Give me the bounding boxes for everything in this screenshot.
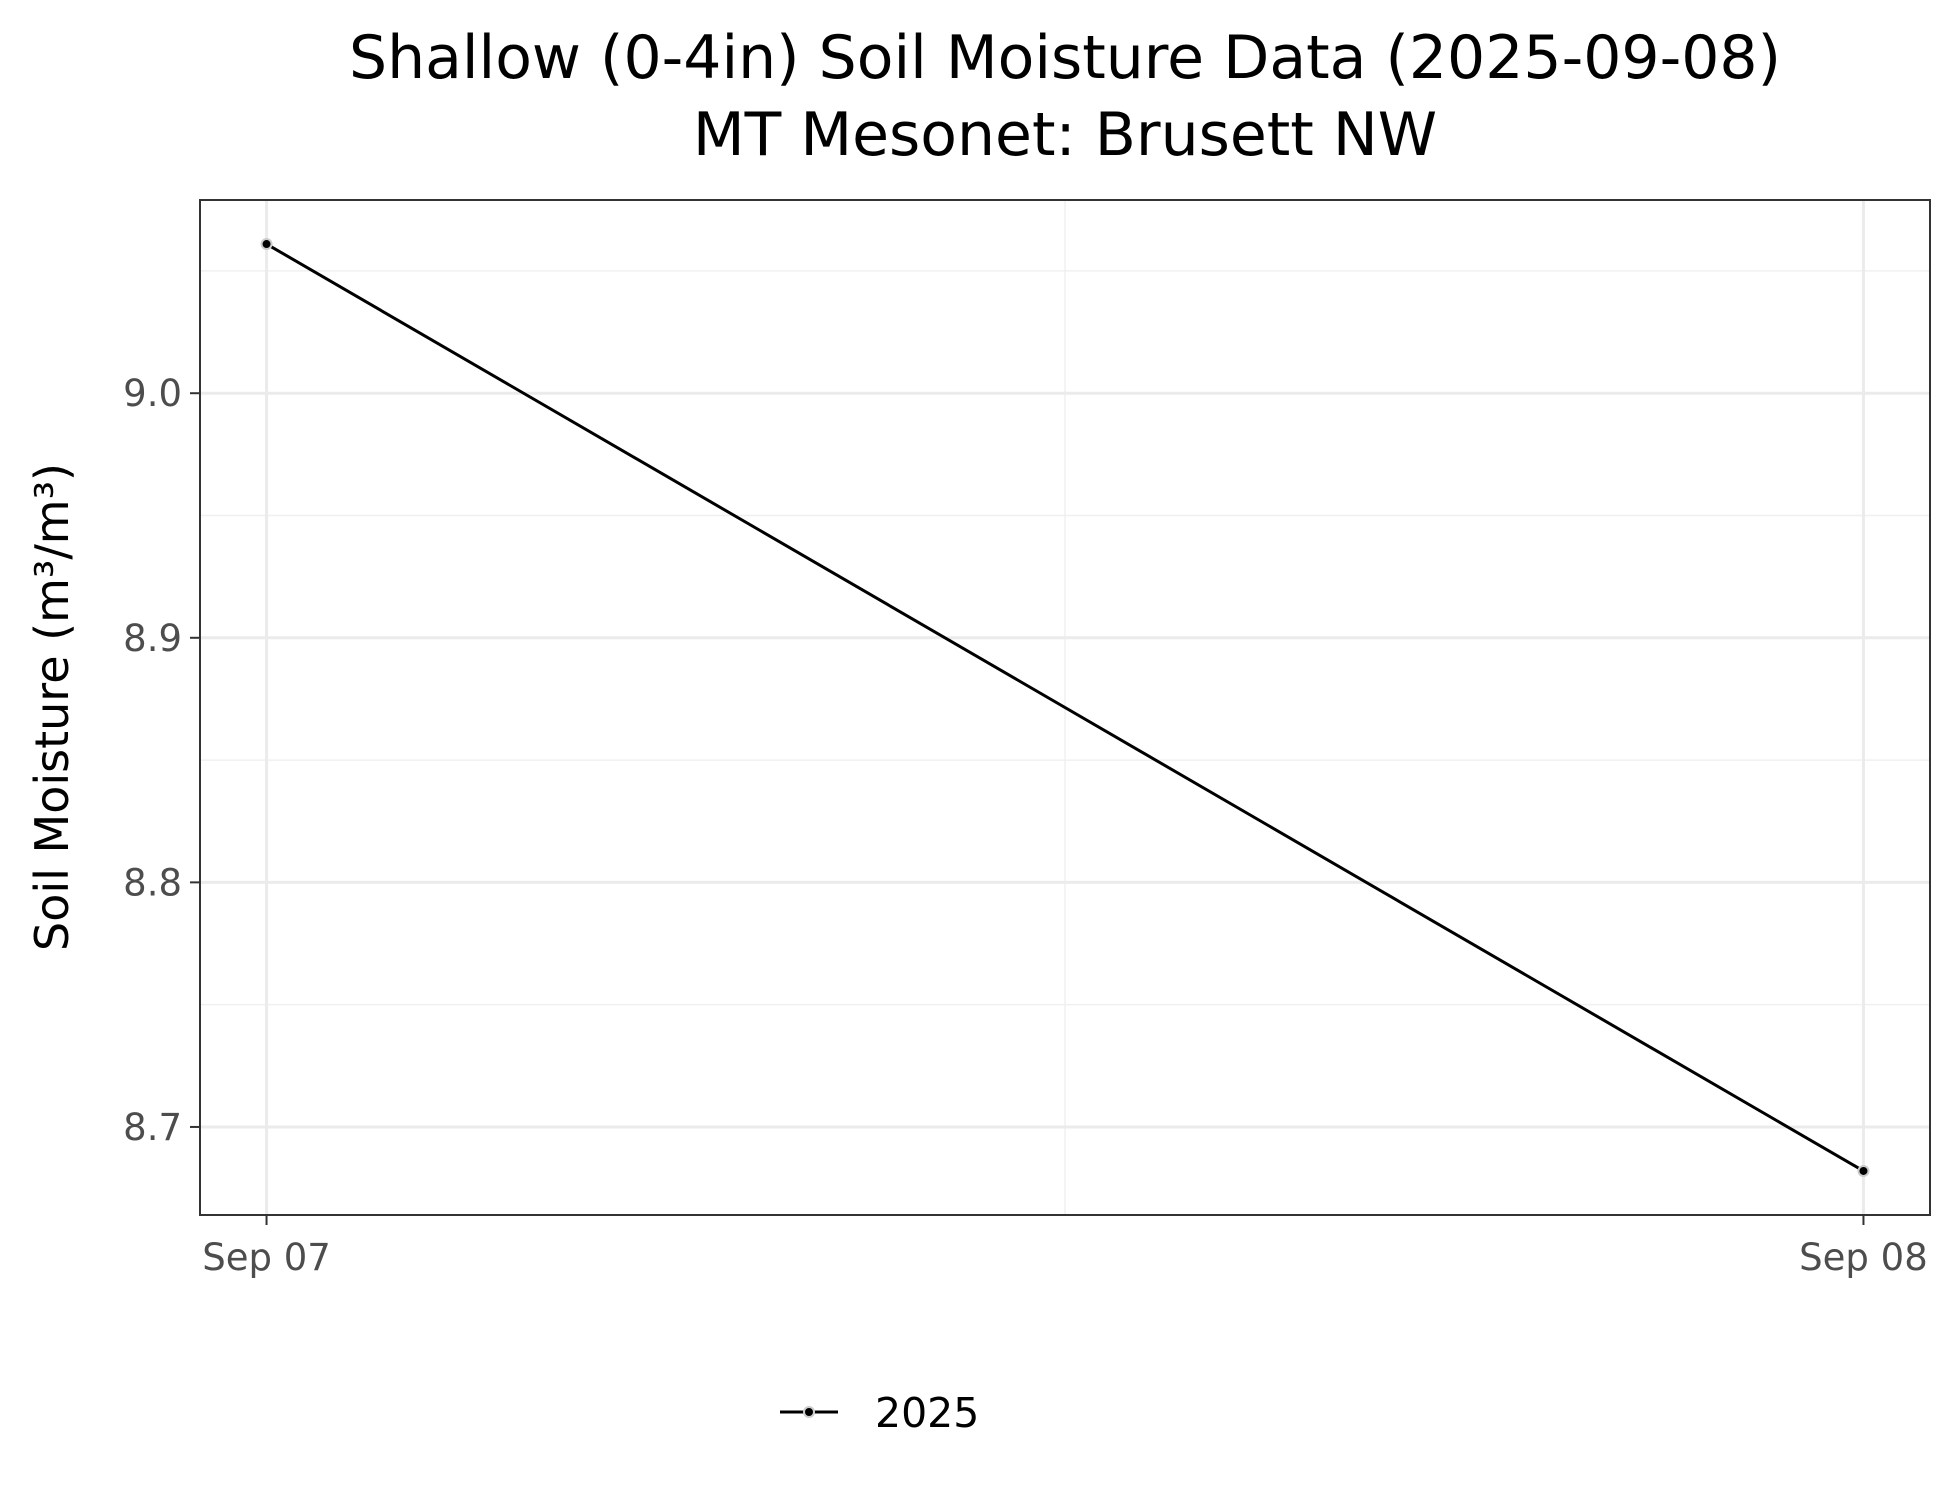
y-tick-label: 8.7 xyxy=(123,1106,182,1149)
legend-key-point xyxy=(803,1406,815,1418)
x-tick-label: Sep 07 xyxy=(202,1236,331,1279)
y-axis-title: Soil Moisture (m³/m³) xyxy=(25,463,79,951)
y-axis: 8.7 8.8 8.9 9.0 xyxy=(123,372,200,1149)
x-axis: Sep 07 Sep 08 xyxy=(202,1215,1928,1279)
panel-border xyxy=(199,199,1931,1216)
y-tick-label: 8.8 xyxy=(123,861,182,904)
y-tick-label: 9.0 xyxy=(123,372,182,415)
legend-label-2025: 2025 xyxy=(875,1389,979,1437)
chart-title: Shallow (0-4in) Soil Moisture Data (2025… xyxy=(349,23,1781,93)
y-tick-label: 8.9 xyxy=(123,617,182,660)
legend: 2025 xyxy=(780,1389,979,1437)
data-point xyxy=(1857,1164,1870,1177)
x-tick-label: Sep 08 xyxy=(1799,1236,1928,1279)
chart-subtitle: MT Mesonet: Brusett NW xyxy=(693,100,1437,170)
series-line-2025 xyxy=(265,242,1865,1173)
series-layer xyxy=(260,238,1870,1177)
data-point xyxy=(260,238,273,251)
